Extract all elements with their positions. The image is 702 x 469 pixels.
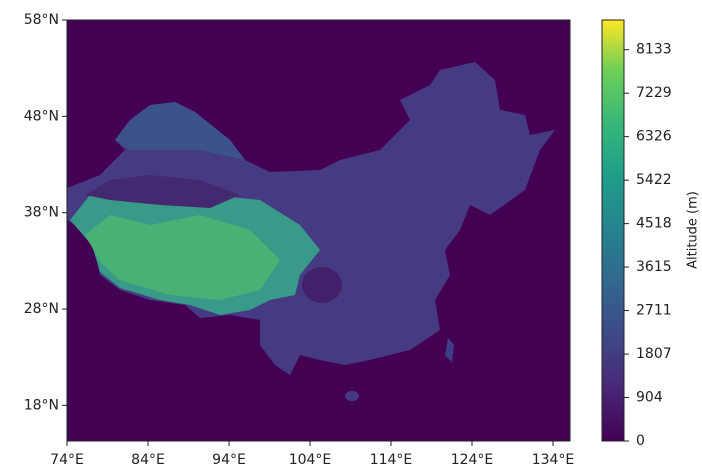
x-tick-label: 134°E [532,452,575,468]
colorbar-tick-label: 0 [636,433,645,449]
y-tick-label: 18°N [24,397,59,413]
x-tick-label: 84°E [131,452,165,468]
y-tick-label: 48°N [24,108,59,124]
map-figure: Altitude (m) 74°E 84°E 94°E 104°E 114°E 124°E… [0,0,702,469]
colorbar-tick-label: 8133 [636,42,672,58]
x-tick-label: 114°E [370,452,413,468]
colorbar-tick-label: 7229 [636,85,672,101]
x-tick-label: 104°E [289,452,332,468]
y-tick-label: 58°N [24,12,59,28]
colorbar-tick-label: 3615 [636,259,672,275]
x-tick-label: 94°E [212,452,246,468]
colorbar-tick-label: 1807 [636,346,672,362]
x-tick-label: 74°E [50,452,84,468]
y-tick-label: 28°N [24,301,59,317]
colorbar-tick-label: 4518 [636,216,672,232]
colorbar-label: Altitude (m) [686,191,701,269]
x-tick-label: 124°E [451,452,494,468]
colorbar-tick-label: 6326 [636,129,672,145]
colorbar-tick-label: 904 [636,390,663,406]
y-tick-label: 38°N [24,205,59,221]
colorbar [602,20,624,441]
colorbar-tick-label: 5422 [636,172,672,188]
colorbar-tick-label: 2711 [636,303,672,319]
